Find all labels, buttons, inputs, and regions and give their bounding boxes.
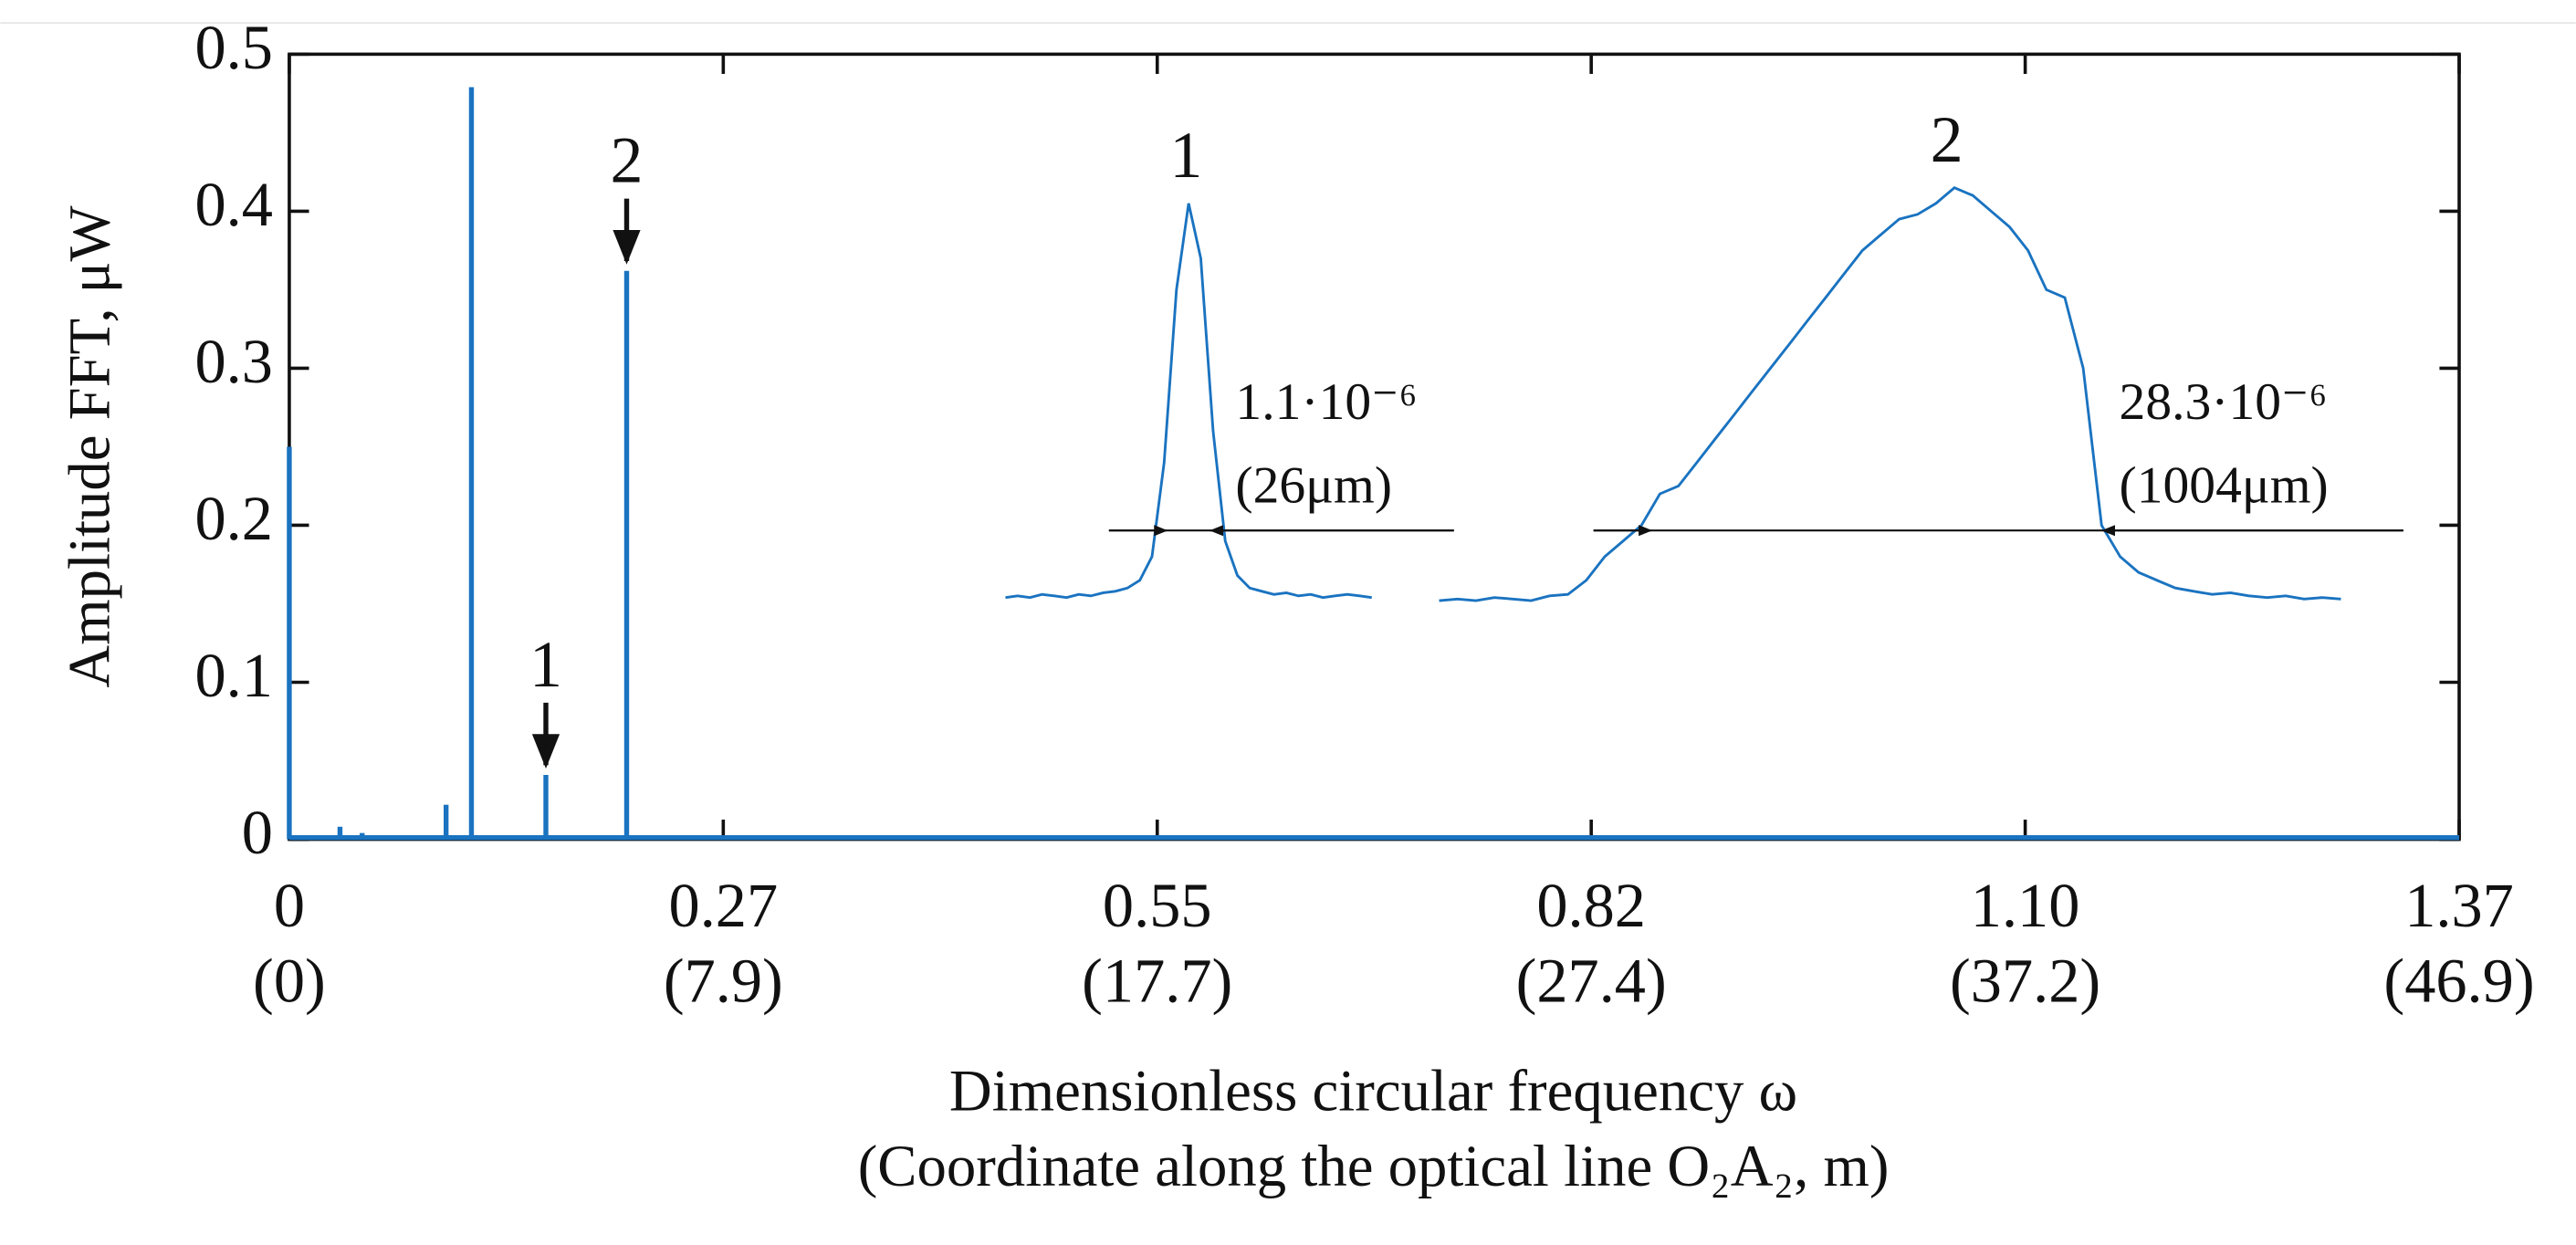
y-tick-label: 0.4 — [194, 170, 272, 239]
x-tick-label: 1.37 — [2404, 871, 2514, 940]
size-label: (1004μm) — [2120, 457, 2329, 515]
inset-title: 2 — [1931, 103, 1963, 176]
x-tick-label: 1.10 — [1971, 871, 2080, 940]
y-tick-label: 0.1 — [194, 641, 272, 710]
x-tick-label: 0 — [274, 871, 305, 940]
y-tick-label: 0.3 — [194, 327, 272, 396]
x-tick-label: (37.2) — [1950, 947, 2100, 1016]
x-axis-label: (Coordinate along the optical line O₂A₂,… — [858, 1134, 1890, 1199]
y-axis-label: Amplitude FFT, μW — [57, 205, 122, 687]
annotation: 2 — [611, 124, 644, 197]
annotation: 1 — [529, 628, 562, 701]
x-tick-label: (27.4) — [1516, 947, 1667, 1016]
x-tick-label: (46.9) — [2383, 947, 2534, 1016]
x-tick-label: (7.9) — [664, 947, 783, 1016]
inset-curve — [1005, 203, 1372, 600]
size-label: (26μm) — [1235, 457, 1392, 515]
inset-curve — [1439, 186, 2341, 602]
width-label: 28.3·10⁻⁶ — [2120, 373, 2328, 431]
y-tick-label: 0.5 — [194, 13, 272, 82]
x-tick-label: (17.7) — [1082, 947, 1232, 1016]
x-tick-label: (0) — [253, 947, 326, 1016]
width-label: 1.1·10⁻⁶ — [1235, 373, 1417, 431]
x-tick-label: 0.82 — [1536, 871, 1646, 940]
x-tick-label: 0.27 — [669, 871, 779, 940]
y-tick-label: 0 — [242, 798, 273, 867]
x-tick-label: 0.55 — [1103, 871, 1212, 940]
inset-title: 1 — [1169, 119, 1202, 192]
y-tick-label: 0.2 — [194, 484, 272, 553]
x-axis-label: Dimensionless circular frequency ω — [949, 1058, 1797, 1124]
